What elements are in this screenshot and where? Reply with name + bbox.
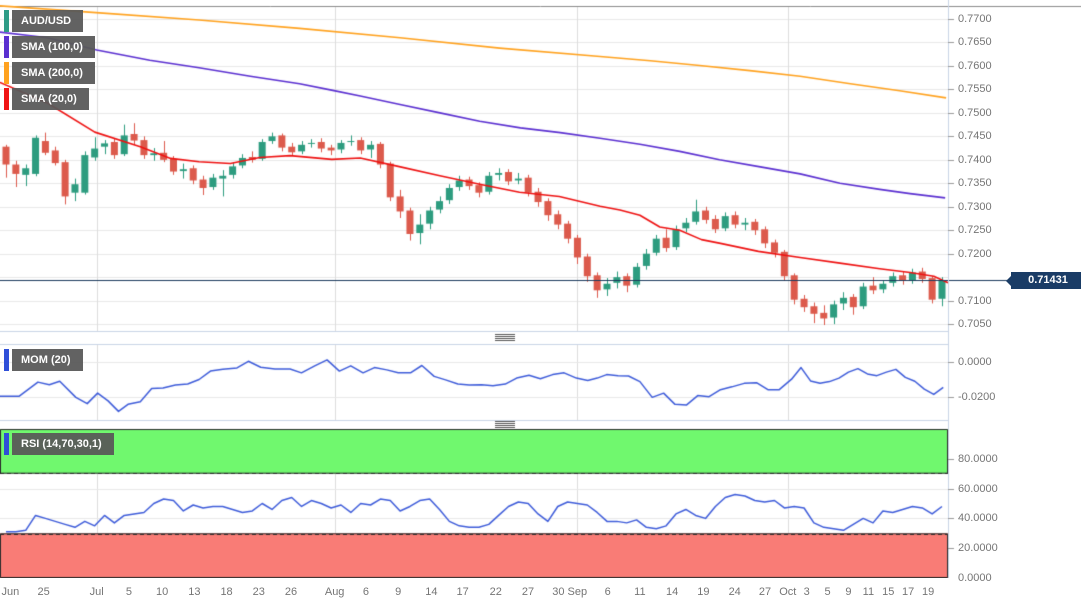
symbol-color-bar	[4, 10, 9, 32]
sma100-color-bar	[4, 36, 9, 58]
date-axis-label: 5	[824, 586, 831, 598]
price-axis-label: 0.7550	[958, 83, 992, 96]
date-axis-label: 11	[862, 586, 875, 598]
price-axis-label: 0.7500	[958, 106, 992, 119]
symbol-label: AUD/USD	[12, 10, 84, 32]
sma20-label: SMA (20,0)	[12, 88, 89, 110]
date-axis-label: 6	[362, 586, 369, 598]
date-axis-label: 25	[37, 586, 50, 598]
date-axis-label: 10	[155, 586, 169, 598]
rsi-axis-label: 80.0000	[958, 452, 998, 465]
date-axis-label: 26	[284, 586, 298, 598]
date-axis-label: 3	[803, 586, 810, 598]
date-axis-label: 24	[728, 586, 741, 598]
sma20-color-bar	[4, 88, 9, 110]
sma100-label: SMA (100,0)	[12, 36, 95, 58]
price-axis-label: 0.7600	[958, 59, 992, 72]
date-axis-label: 27	[521, 586, 535, 598]
legend-sma100[interactable]: SMA (100,0)	[4, 36, 95, 58]
date-axis-label: 19	[697, 586, 710, 598]
date-axis-label: 9	[395, 586, 402, 598]
price-axis-label: 0.7050	[958, 318, 992, 331]
date-axis-label: Oct	[779, 586, 797, 598]
date-axis-label: 13	[188, 586, 201, 598]
mom-axis-label: 0.0000	[958, 356, 992, 368]
rsi-axis-label: 20.0000	[958, 542, 998, 555]
date-axis-label: 11	[634, 586, 646, 598]
price-axis-label: 0.7450	[958, 130, 992, 143]
date-axis-label: 17	[902, 586, 915, 598]
legend-sma20[interactable]: SMA (20,0)	[4, 88, 89, 110]
chart-canvas[interactable]	[0, 0, 1081, 578]
date-axis-label: 22	[489, 586, 502, 598]
rsi-label: RSI (14,70,30,1)	[12, 433, 114, 455]
legend-sma200[interactable]: SMA (200,0)	[4, 62, 95, 84]
date-axis-label: 14	[425, 586, 438, 598]
mom-color-bar	[4, 349, 9, 371]
rsi-axis-label: 40.0000	[958, 512, 998, 525]
sma200-label: SMA (200,0)	[12, 62, 95, 84]
price-axis-label: 0.7650	[958, 36, 992, 49]
legend-symbol[interactable]: AUD/USD	[4, 10, 84, 32]
legend-mom[interactable]: MOM (20)	[4, 349, 83, 371]
mom-axis-label: -0.0200	[958, 391, 996, 403]
date-axis-label: 6	[604, 586, 611, 598]
date-axis-label: Aug	[324, 586, 345, 598]
price-axis-label: 0.7300	[958, 200, 992, 213]
rsi-axis-label: 60.0000	[958, 482, 998, 495]
date-axis-label: 15	[882, 586, 895, 598]
date-axis-label: 18	[220, 586, 233, 598]
date-axis-label: 19	[921, 586, 935, 598]
price-axis-label: 0.7700	[958, 13, 992, 25]
price-axis-label: 0.7400	[958, 153, 992, 166]
date-axis-label: Jul	[89, 586, 104, 598]
rsi-axis-label: 0.0000	[958, 572, 992, 584]
date-axis-label: 17	[456, 586, 469, 598]
date-axis-label: Sep	[567, 586, 588, 598]
price-axis-label: 0.7250	[958, 224, 992, 237]
mom-label: MOM (20)	[12, 349, 83, 371]
date-axis-label: Jun	[1, 586, 20, 598]
price-axis-label: 0.7350	[958, 177, 992, 190]
current-price-value: 0.71431	[1028, 274, 1068, 286]
date-axis-label: 27	[758, 586, 772, 598]
legend-rsi[interactable]: RSI (14,70,30,1)	[4, 433, 114, 455]
date-axis-label: 30	[552, 586, 565, 598]
price-axis-label: 0.7100	[958, 294, 992, 307]
sma200-color-bar	[4, 62, 9, 84]
price-axis-label: 0.7200	[958, 247, 992, 260]
badge-arrow-icon	[1006, 275, 1011, 286]
current-price-badge: 0.71431	[1006, 272, 1081, 289]
date-axis-label: 14	[666, 586, 679, 598]
date-axis-label: 9	[845, 586, 852, 598]
rsi-color-bar	[4, 433, 9, 455]
date-axis-label: 5	[125, 586, 132, 598]
date-axis-label: 23	[252, 586, 265, 598]
